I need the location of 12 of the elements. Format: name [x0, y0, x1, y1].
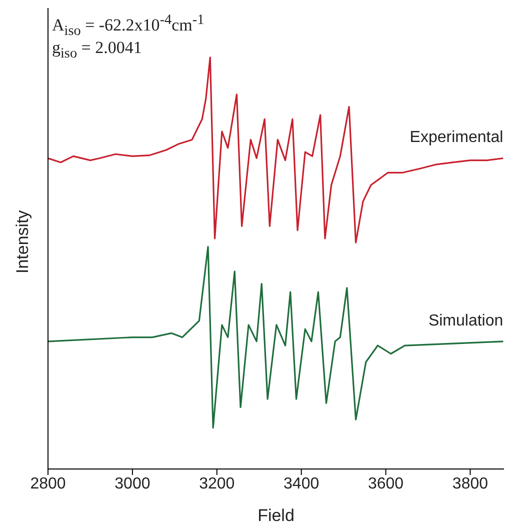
x-tick-label: 3800	[452, 475, 488, 492]
x-tick-label: 3000	[114, 475, 150, 492]
x-tick-label: 3400	[284, 475, 320, 492]
text: A$_{iso}$ = -62.2x10$^{-4}$cm$^{-1}$	[52, 12, 204, 40]
y-axis-title: Intensity	[13, 210, 32, 274]
x-axis-title: Field	[258, 506, 294, 525]
x-tick-label: 2800	[30, 475, 66, 492]
series-label: Experimental	[410, 129, 504, 146]
series-label: Simulation	[428, 312, 504, 330]
annotation: g$_{iso}$ = 2.0041	[52, 38, 142, 62]
x-tick-label: 3600	[368, 475, 404, 492]
x-tick-label: 3200	[199, 475, 235, 492]
